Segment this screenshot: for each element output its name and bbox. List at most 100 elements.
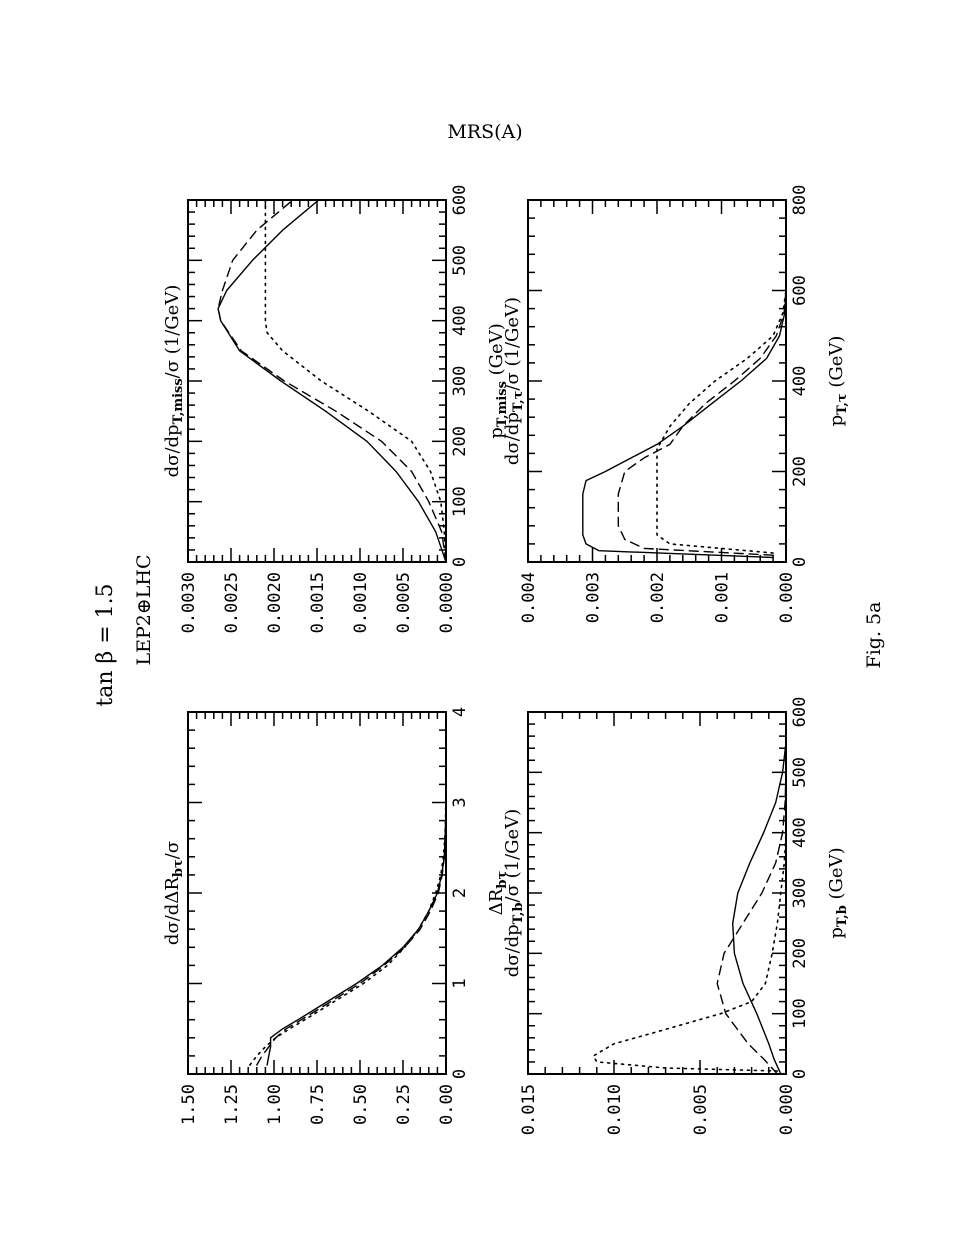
y-tick-label: 0.0025 (222, 572, 242, 633)
y-tick-label: 0.25 (394, 1084, 414, 1125)
x-tick-label: 3 (450, 797, 470, 807)
series-dotted (264, 200, 446, 562)
series-dotted (592, 831, 786, 1072)
plot-title-tail: /σ (1/GeV) (162, 285, 183, 379)
series-dotted (249, 783, 446, 1066)
series-dashed (716, 771, 786, 1074)
y-tick-label: 0.0020 (265, 572, 285, 633)
fig-label-group: Fig. 5a (863, 602, 885, 669)
series-dotted (656, 289, 786, 554)
fig-label: Fig. 5a (863, 602, 885, 669)
x-tick-label: 600 (450, 185, 470, 216)
x-axis-label-tail: (GeV) (826, 847, 847, 905)
plot-title-sub: bτ (171, 859, 186, 877)
x-tick-label: 0 (790, 557, 810, 567)
y-tick-label: 1.00 (265, 1084, 285, 1125)
plot-title-sub: T,τ (511, 390, 526, 412)
y-tick-label: 0.004 (519, 572, 539, 623)
plot-title: dσ/dpT,b/σ (1/GeV) (502, 809, 526, 977)
x-axis-label-sub: bτ (495, 871, 510, 889)
plot-title-tail: /σ (1/GeV) (502, 297, 523, 391)
panels: 01002003004005006000.00000.00050.00100.0… (162, 185, 850, 1136)
x-axis-label-main: p (826, 927, 847, 939)
plot-title: dσ/dpT,miss/σ (1/GeV) (162, 285, 186, 478)
x-tick-label: 400 (790, 817, 810, 848)
panel-pttau: 0 200 400 600 800 0.000 0.001 0.002 0.003 0.004 dσ… (502, 185, 850, 624)
series-solid (217, 200, 446, 562)
tan-beta-label-group: tan β = 1.5 (93, 583, 118, 706)
x-tick-label: 200 (790, 456, 810, 487)
x-tick-label: 600 (790, 275, 810, 306)
plot-title-main: dσ/dΔR (162, 877, 183, 945)
y-tick-label: 0.00 (437, 1084, 457, 1125)
x-tick-label: 600 (790, 697, 810, 728)
y-tick-label: 0.0015 (308, 572, 328, 633)
plot-title-main: dσ/dp (162, 424, 183, 477)
y-tick-label: 0.002 (648, 572, 668, 623)
series-dashed (217, 200, 446, 562)
plot-title-tail: /σ (162, 841, 183, 859)
plot-title-sub: T,miss (171, 378, 186, 424)
panel-ptb: 0 100 200 300 400 500 600 0.000 0.005 0.010 0.015 d… (502, 697, 850, 1136)
x-tick-label: 2 (450, 888, 470, 898)
x-tick-label: 4 (450, 707, 470, 717)
x-axis-label: pT,τ (GeV) (826, 336, 850, 427)
x-axis-label-sub: T,b (835, 905, 850, 927)
x-axis-label-tail: (GeV) (826, 336, 847, 394)
x-axis-label: pT,b (GeV) (826, 847, 850, 938)
y-tick-label: 0.0000 (437, 572, 457, 633)
y-tick-label: 1.50 (179, 1084, 199, 1125)
x-axis-label: ΔRbτ (486, 871, 510, 916)
panel-dR: 012340.000.250.500.751.001.251.50dσ/dΔRb… (162, 707, 510, 1125)
x-tick-label: 1 (450, 978, 470, 988)
x-tick-label: 800 (790, 185, 810, 216)
x-axis-label-sub: T,miss (495, 381, 510, 427)
x-axis-label: pT,miss (GeV) (486, 323, 510, 438)
series-solid (732, 741, 786, 1074)
x-tick-label: 400 (790, 366, 810, 397)
x-tick-label: 100 (790, 998, 810, 1029)
y-tick-label: 0.0005 (394, 572, 414, 633)
x-tick-label: 0 (450, 557, 470, 567)
plot-title-sub: T,b (511, 902, 526, 924)
plot-title: dσ/dΔRbτ/σ (162, 841, 186, 945)
x-axis-label-main: p (486, 427, 507, 439)
y-tick-label: 0.000 (777, 1084, 797, 1135)
series-solid (582, 289, 786, 559)
series-solid (266, 783, 446, 1066)
collider-label: LEP2⊕LHC (133, 554, 155, 665)
y-tick-label: 0.75 (308, 1084, 328, 1125)
x-tick-label: 300 (450, 366, 470, 397)
x-axis-label-tail: (GeV) (486, 323, 507, 381)
x-tick-label: 200 (450, 426, 470, 457)
y-tick-label: 0.000 (777, 572, 797, 623)
y-tick-label: 0.003 (584, 572, 604, 623)
y-tick-label: 0.015 (519, 1084, 539, 1135)
y-tick-label: 0.50 (351, 1084, 371, 1125)
tan-beta-label: tan β = 1.5 (93, 583, 118, 706)
series-dashed (617, 289, 786, 556)
y-tick-label: 0.0030 (179, 572, 199, 633)
x-tick-label: 0 (790, 1069, 810, 1079)
y-tick-label: 0.010 (605, 1084, 625, 1135)
collider-label-group: LEP2⊕LHC (133, 554, 155, 665)
x-tick-label: 200 (790, 938, 810, 969)
y-tick-label: 0.0010 (351, 572, 371, 633)
y-tick-label: 0.001 (713, 572, 733, 623)
plot-title-main: dσ/dp (502, 412, 523, 465)
x-tick-label: 500 (450, 245, 470, 276)
x-tick-label: 300 (790, 878, 810, 909)
y-tick-label: 1.25 (222, 1084, 242, 1125)
x-tick-label: 500 (790, 757, 810, 788)
x-tick-label: 400 (450, 305, 470, 336)
y-tick-label: 0.005 (691, 1084, 711, 1135)
x-axis-label-sub: T,τ (835, 393, 850, 415)
x-axis-label-main: p (826, 415, 847, 427)
plot-title: dσ/dpT,τ/σ (1/GeV) (502, 297, 526, 465)
x-tick-label: 100 (450, 486, 470, 517)
x-axis-label-main: ΔR (486, 888, 507, 915)
pdf-label: MRS(A) (447, 121, 522, 143)
plot-title-main: dσ/dp (502, 924, 523, 977)
